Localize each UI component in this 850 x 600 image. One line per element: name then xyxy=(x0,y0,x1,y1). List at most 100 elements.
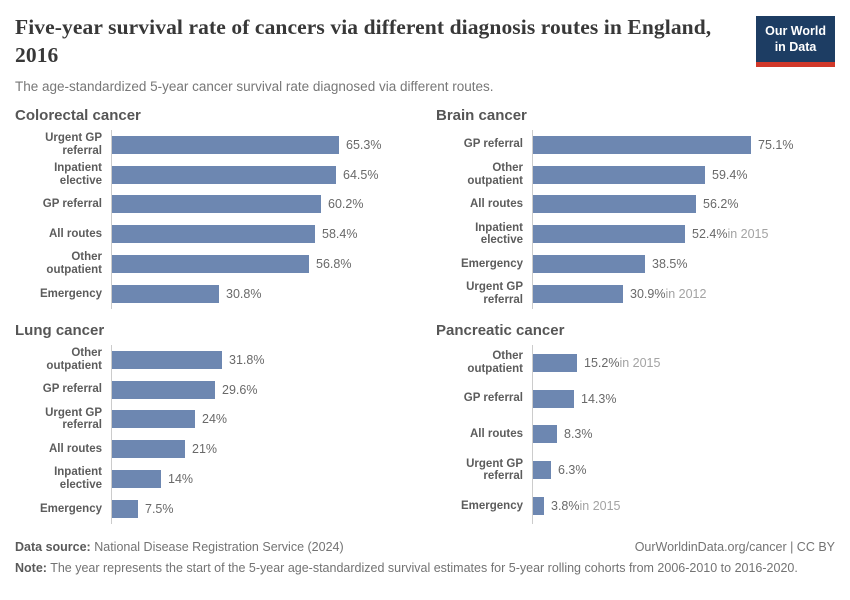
bar xyxy=(533,135,751,154)
bar-row: Emergency 7.5% xyxy=(15,494,414,524)
bar xyxy=(112,225,315,244)
facet-title: Pancreatic cancer xyxy=(436,321,565,339)
value-label: 58.4% xyxy=(322,227,357,241)
bar-track: 30.9%in 2012 xyxy=(532,279,835,309)
value-number: 21% xyxy=(192,442,218,457)
value-year-suffix: in 2015 xyxy=(579,498,621,513)
bar-track: 56.8% xyxy=(111,249,414,280)
bar xyxy=(112,440,185,459)
value-number: 7.5% xyxy=(145,501,174,516)
note-label: Note: xyxy=(15,560,47,575)
category-label: GP referral xyxy=(463,392,523,405)
category-label: Inpatient elective xyxy=(54,466,102,492)
value-label: 56.2% xyxy=(703,197,738,211)
category-label: Other outpatient xyxy=(46,347,102,372)
note-text: The year represents the start of the 5-y… xyxy=(50,560,798,575)
chart-header: Five-year survival rate of cancers via d… xyxy=(15,14,835,94)
bar xyxy=(533,225,685,244)
bar-row: Inpatient elective 52.4%in 2015 xyxy=(436,219,835,250)
owid-url-link[interactable]: OurWorldinData.org/cancer | CC BY xyxy=(634,539,835,554)
facet-panel-colorectal-cancer: Colorectal cancer Urgent GP referral 65.… xyxy=(15,107,414,309)
bar xyxy=(112,499,138,518)
bar-track: 30.8% xyxy=(111,279,414,309)
bar-row: Urgent GP referral 24% xyxy=(15,404,414,435)
facet-title: Brain cancer xyxy=(436,106,527,124)
category-label: Emergency xyxy=(460,257,523,270)
value-number: 56.2% xyxy=(703,197,739,212)
bar-track: 6.3% xyxy=(532,452,835,489)
value-label: 30.8% xyxy=(226,287,261,301)
value-number: 29.6% xyxy=(222,382,258,397)
bar-track: 56.2% xyxy=(532,189,835,220)
value-number: 65.3% xyxy=(346,137,382,152)
value-label: 14.3% xyxy=(581,392,616,406)
bar xyxy=(112,350,222,369)
bar xyxy=(533,165,705,184)
value-label: 52.4%in 2015 xyxy=(692,227,768,241)
bar-row: Inpatient elective 14% xyxy=(15,464,414,495)
bar xyxy=(533,353,577,372)
bar-track: 64.5% xyxy=(111,159,414,190)
bar-track: 38.5% xyxy=(532,249,835,280)
owid-logo: Our World in Data xyxy=(756,16,835,67)
category-label: Other outpatient xyxy=(467,350,523,375)
value-number: 64.5% xyxy=(343,167,379,182)
value-label: 21% xyxy=(192,442,217,456)
value-number: 24% xyxy=(202,412,228,427)
value-number: 3.8% xyxy=(551,498,580,513)
value-number: 15.2% xyxy=(584,355,620,370)
bar xyxy=(533,255,645,274)
value-label: 3.8%in 2015 xyxy=(551,499,621,513)
bar-row: All routes 8.3% xyxy=(436,416,835,453)
value-label: 29.6% xyxy=(222,383,257,397)
bar-row: Urgent GP referral 6.3% xyxy=(436,452,835,489)
data-source: Data source: National Disease Registrati… xyxy=(15,540,344,554)
chart-note: Note: The year represents the start of t… xyxy=(15,559,807,577)
facet-title: Colorectal cancer xyxy=(15,106,141,124)
category-label: Inpatient elective xyxy=(54,161,102,187)
bar-track: 7.5% xyxy=(111,494,414,524)
bar xyxy=(533,284,623,303)
value-number: 38.5% xyxy=(652,257,688,272)
value-number: 30.8% xyxy=(226,286,262,301)
bar xyxy=(112,470,161,489)
value-number: 58.4% xyxy=(322,227,358,242)
facet-plot: GP referral 75.1% Other outpatient 59.4%… xyxy=(436,129,835,309)
bar-row: Emergency 3.8%in 2015 xyxy=(436,488,835,524)
bar xyxy=(112,165,336,184)
category-label: Inpatient elective xyxy=(475,221,523,247)
value-label: 64.5% xyxy=(343,168,378,182)
bar xyxy=(533,195,696,214)
value-label: 24% xyxy=(202,412,227,426)
facet-plot: Urgent GP referral 65.3% Inpatient elect… xyxy=(15,129,414,309)
bar-track: 14.3% xyxy=(532,380,835,417)
page-title: Five-year survival rate of cancers via d… xyxy=(15,15,712,67)
category-label: All routes xyxy=(48,227,102,240)
facet-plot: Other outpatient 31.8% GP referral 29.6%… xyxy=(15,344,414,524)
category-label: All routes xyxy=(469,428,523,441)
category-label: Other outpatient xyxy=(46,251,102,277)
bar-track: 75.1% xyxy=(532,129,835,160)
value-year-suffix: in 2012 xyxy=(665,286,707,301)
bar-track: 3.8%in 2015 xyxy=(532,488,835,524)
bar-track: 31.8% xyxy=(111,344,414,375)
bar-track: 24% xyxy=(111,404,414,435)
category-label: GP referral xyxy=(42,198,102,211)
bar-row: GP referral 29.6% xyxy=(15,374,414,405)
bar-row: Urgent GP referral 30.9%in 2012 xyxy=(436,279,835,309)
bar-row: GP referral 75.1% xyxy=(436,129,835,160)
value-number: 59.4% xyxy=(712,167,748,182)
bar-track: 21% xyxy=(111,434,414,465)
value-number: 6.3% xyxy=(558,463,587,478)
value-year-suffix: in 2015 xyxy=(727,227,769,242)
bar-track: 8.3% xyxy=(532,416,835,453)
category-label: All routes xyxy=(48,442,102,455)
bar-row: GP referral 60.2% xyxy=(15,189,414,220)
category-label: Emergency xyxy=(39,287,102,300)
value-label: 30.9%in 2012 xyxy=(630,287,706,301)
bar-track: 52.4%in 2015 xyxy=(532,219,835,250)
facet-panel-pancreatic-cancer: Pancreatic cancer Other outpatient 15.2%… xyxy=(436,322,835,524)
value-number: 30.9% xyxy=(630,286,666,301)
bar xyxy=(112,284,219,303)
